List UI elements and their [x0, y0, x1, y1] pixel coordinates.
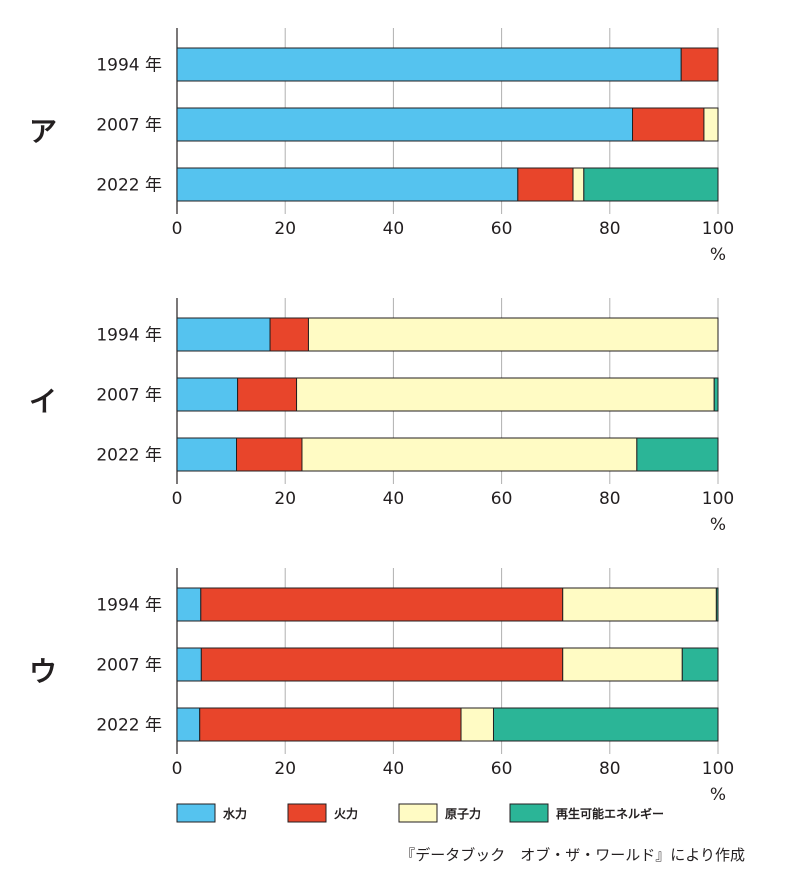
x-tick-label: 40 — [383, 759, 405, 779]
source-note: 『データブック オブ・ザ・ワールド』により作成 — [400, 846, 745, 864]
category-label: 1994 年 — [96, 326, 162, 346]
legend-label: 水力 — [223, 806, 247, 821]
x-axis-unit: % — [710, 785, 726, 805]
x-tick-label: 60 — [491, 219, 513, 239]
bar-segment — [307, 317, 719, 352]
bar-segment — [460, 707, 494, 742]
chart-panels: 1994 年 2007 年 2022 年 0 20 40 60 80 100% ア 1994 年 20… — [29, 28, 734, 805]
legend-swatch — [509, 803, 549, 823]
category-label: 2007 年 — [96, 656, 162, 676]
x-tick-label: 100 — [702, 489, 734, 509]
bar-segment — [176, 377, 239, 412]
bar-segment — [713, 377, 719, 412]
x-axis-unit: % — [710, 245, 726, 265]
panel-label: イ — [29, 385, 57, 418]
chart-panel-1: 1994 年 2007 年 2022 年 0 20 40 60 80 100% ア — [29, 28, 734, 265]
x-tick-label: 60 — [491, 489, 513, 509]
panel-label: ウ — [29, 655, 57, 688]
bar-segment — [237, 377, 298, 412]
x-tick-label: 0 — [172, 489, 183, 509]
category-label: 2007 年 — [96, 116, 162, 136]
legend-label: 再生可能エネルギー — [556, 806, 664, 821]
x-tick-label: 80 — [599, 489, 621, 509]
x-axis-unit: % — [710, 515, 726, 535]
x-tick-label: 80 — [599, 219, 621, 239]
x-tick-label: 20 — [274, 219, 296, 239]
bar-segment — [200, 587, 564, 622]
x-tick-label: 60 — [491, 759, 513, 779]
bar-segment — [703, 107, 719, 142]
chart-panel-2: 1994 年 2007 年 2022 年 0 20 40 60 80 100% イ — [29, 298, 734, 535]
category-label: 1994 年 — [96, 56, 162, 76]
x-tick-label: 0 — [172, 219, 183, 239]
x-tick-label: 80 — [599, 759, 621, 779]
bar-segment — [176, 707, 201, 742]
bar-segment — [583, 167, 719, 202]
bar-segment — [176, 587, 202, 622]
x-tick-label: 40 — [383, 219, 405, 239]
bar-segment — [492, 707, 719, 742]
legend-swatch — [176, 803, 216, 823]
category-label: 2007 年 — [96, 386, 162, 406]
bar-segment — [269, 317, 309, 352]
category-label: 2022 年 — [96, 176, 162, 196]
bar-segment — [176, 167, 519, 202]
panel-label: ア — [29, 115, 57, 148]
bar-segment — [562, 587, 717, 622]
x-tick-label: 100 — [702, 759, 734, 779]
legend-swatch — [398, 803, 438, 823]
chart-panel-3: 1994 年 2007 年 2022 年 0 20 40 60 80 100% ウ — [29, 568, 734, 805]
bar-segment — [200, 647, 564, 682]
bar-segment — [176, 437, 238, 472]
bar-segment — [296, 377, 715, 412]
bar-segment — [176, 47, 682, 82]
x-tick-label: 40 — [383, 489, 405, 509]
bar-segment — [562, 647, 683, 682]
bar-segment — [301, 437, 638, 472]
bar-segment — [715, 587, 719, 622]
bar-segment — [176, 317, 271, 352]
category-label: 2022 年 — [96, 446, 162, 466]
legend-swatch — [287, 803, 327, 823]
x-tick-label: 0 — [172, 759, 183, 779]
bar-segment — [681, 647, 719, 682]
legend-label: 火力 — [334, 806, 358, 821]
category-label: 2022 年 — [96, 716, 162, 736]
legend-label: 原子力 — [445, 806, 481, 821]
bar-segment — [176, 107, 634, 142]
bar-segment — [199, 707, 462, 742]
legend: 水力 火力 原子力 再生可能エネルギー — [176, 803, 664, 823]
x-tick-label: 20 — [274, 759, 296, 779]
bar-segment — [632, 107, 705, 142]
x-tick-label: 20 — [274, 489, 296, 509]
bar-segment — [680, 47, 719, 82]
bar-segment — [176, 647, 202, 682]
bar-segment — [236, 437, 303, 472]
bar-segment — [517, 167, 574, 202]
bar-segment — [636, 437, 719, 472]
bar-segment — [572, 167, 585, 202]
category-label: 1994 年 — [96, 596, 162, 616]
x-tick-label: 100 — [702, 219, 734, 239]
